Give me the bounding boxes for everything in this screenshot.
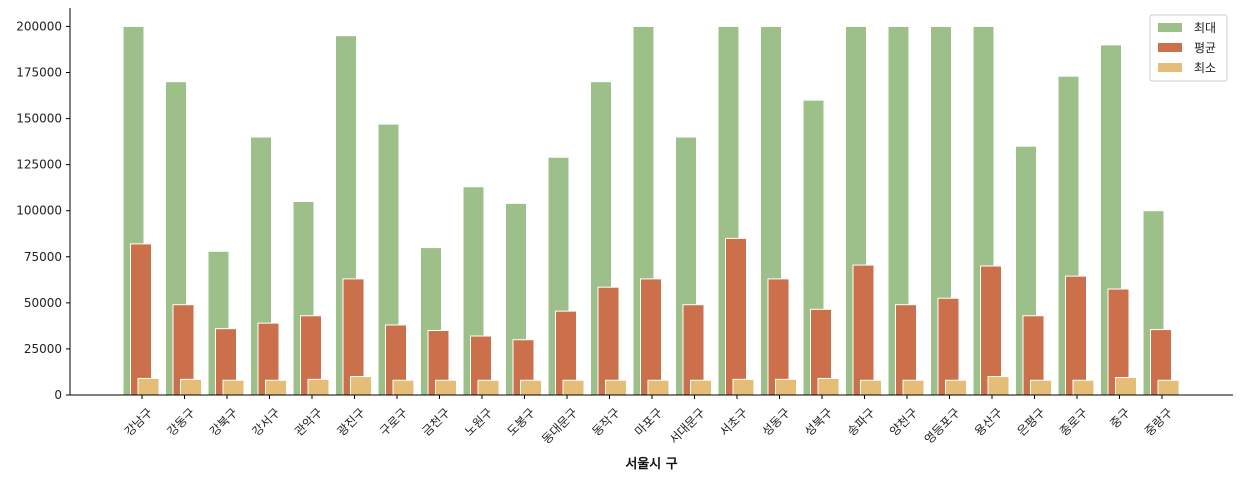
legend-swatch-평균: [1158, 43, 1182, 52]
y-tick-label: 125000: [16, 158, 62, 172]
bar-최소-강동구: [180, 378, 202, 396]
y-tick-label: 75000: [24, 250, 62, 264]
bar-최소-강북구: [222, 379, 245, 396]
bar-평균-마포구: [640, 278, 662, 396]
bar-최소-은평구: [1030, 379, 1052, 396]
bar-평균-동작구: [597, 286, 620, 396]
x-tick-label: 마포구: [632, 405, 665, 438]
legend-label-최소: 최소: [1194, 61, 1216, 75]
bar-최소-노원구: [477, 379, 500, 396]
bar-최소-금천구: [435, 379, 457, 396]
x-tick-label: 중구: [1107, 405, 1133, 431]
x-tick-label: 용산구: [972, 405, 1005, 438]
x-tick-label: 서초구: [717, 405, 750, 438]
y-tick-label: 50000: [24, 296, 62, 310]
y-tick-label: 150000: [16, 112, 62, 126]
x-tick-label: 서대문구: [667, 405, 708, 446]
x-tick-label: 광진구: [335, 405, 368, 438]
x-tick-label: 종로구: [1057, 405, 1090, 438]
bar-최소-양천구: [902, 379, 925, 396]
bar-최소-서대문구: [690, 379, 712, 396]
legend-label-평균: 평균: [1194, 41, 1216, 55]
bar-최소-구로구: [392, 379, 415, 396]
bar-평균-용산구: [980, 265, 1002, 396]
bar-최소-송파구: [860, 379, 882, 396]
x-tick-label: 은평구: [1015, 405, 1048, 438]
x-axis-title: 서울시 구: [625, 456, 677, 472]
bar-최소-중랑구: [1157, 379, 1180, 396]
x-tick-label: 성북구: [802, 405, 835, 438]
y-ticks: 0 25000 50000 75000 100000 125000 150000 175000…: [16, 19, 70, 402]
x-tick-label: 금천구: [419, 405, 453, 439]
x-tick-label: 강서구: [250, 405, 283, 438]
bar-평균-서초구: [725, 237, 747, 396]
bar-최소-광진구: [350, 376, 372, 396]
bar-평균-종로구: [1065, 275, 1087, 396]
bar-최소-중구: [1115, 376, 1137, 396]
y-tick-label: 0: [54, 388, 62, 402]
bar-최소-영등포구: [945, 379, 967, 396]
bar-최소-종로구: [1072, 379, 1095, 396]
bar-최소-동작구: [605, 379, 627, 396]
x-tick-label: 송파구: [845, 405, 878, 438]
x-tick-label: 도봉구: [505, 405, 538, 438]
bar-평균-강남구: [130, 243, 152, 396]
x-tick-label: 중랑구: [1142, 405, 1175, 438]
x-tick-label: 성동구: [760, 405, 793, 438]
y-tick-label: 25000: [24, 342, 62, 356]
x-tick-label: 동작구: [590, 405, 623, 438]
legend-swatch-최대: [1158, 23, 1182, 32]
bar-평균-송파구: [852, 264, 875, 396]
bar-최소-도봉구: [520, 379, 542, 396]
bar-최소-관악구: [307, 378, 330, 396]
bar-최소-마포구: [647, 379, 670, 396]
y-tick-label: 175000: [16, 66, 62, 80]
bars-layer: [122, 25, 1180, 396]
x-ticks: 강남구 강동구 강북구 강서구 관악구 광진구 구로구 금천구 노원구 도봉구 동대문구 동작구 마포구…: [122, 395, 1175, 447]
x-tick-label: 강북구: [207, 405, 240, 438]
bar-최소-성북구: [817, 377, 840, 396]
bar-최소-강남구: [137, 377, 160, 396]
x-tick-label: 양천구: [886, 405, 920, 439]
x-tick-label: 강동구: [165, 405, 198, 438]
x-tick-label: 동대문구: [539, 405, 580, 446]
bar-최소-서초구: [732, 378, 755, 396]
y-tick-label: 100000: [16, 204, 62, 218]
bar-최소-용산구: [987, 376, 1010, 396]
x-tick-label: 강남구: [122, 405, 155, 438]
bar-최소-성동구: [775, 378, 797, 396]
legend-swatch-최소: [1158, 63, 1182, 72]
x-tick-label: 영등포구: [922, 405, 963, 446]
x-tick-label: 구로구: [377, 405, 410, 438]
bar-최소-강서구: [265, 379, 287, 396]
legend-label-최대: 최대: [1194, 21, 1216, 35]
x-tick-label: 노원구: [462, 405, 495, 438]
bar-평균-성동구: [767, 278, 790, 396]
x-tick-label: 관악구: [292, 405, 325, 438]
bar-최소-동대문구: [562, 379, 585, 396]
y-tick-label: 200000: [16, 19, 62, 33]
